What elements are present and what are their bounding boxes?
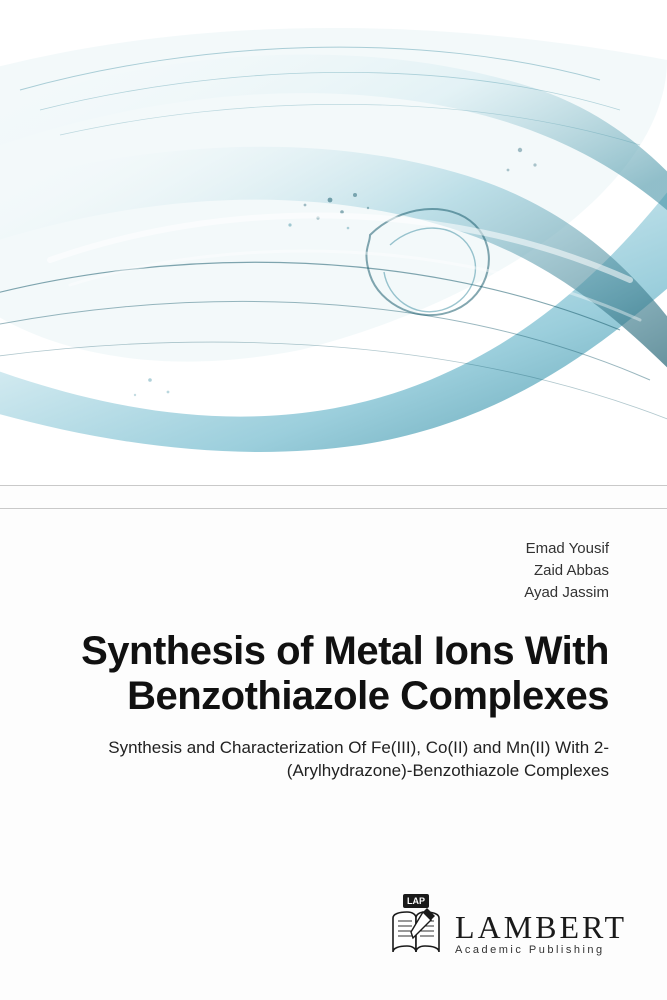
- lap-badge: LAP: [403, 894, 429, 908]
- publisher-tagline: Academic Publishing: [455, 945, 627, 956]
- publisher-logo: LAP: [387, 904, 445, 962]
- author-3: Ayad Jassim: [58, 582, 609, 604]
- author-2: Zaid Abbas: [58, 560, 609, 582]
- publisher-name: LAMBERT: [455, 911, 627, 943]
- divider-bottom: [0, 508, 667, 509]
- cover-art: [0, 0, 667, 480]
- divider-top: [0, 485, 667, 486]
- book-cover: Emad Yousif Zaid Abbas Ayad Jassim Synth…: [0, 0, 667, 1000]
- publisher-block: LAP LAMBERT Academic Publishing: [387, 904, 627, 962]
- text-block: Emad Yousif Zaid Abbas Ayad Jassim Synth…: [58, 538, 609, 783]
- publisher-text: LAMBERT Academic Publishing: [455, 911, 627, 956]
- swirl-graphic: [0, 0, 667, 485]
- author-1: Emad Yousif: [58, 538, 609, 560]
- book-subtitle: Synthesis and Characterization Of Fe(III…: [58, 737, 609, 783]
- book-icon: [387, 904, 445, 962]
- book-title: Synthesis of Metal Ions With Benzothiazo…: [58, 629, 609, 719]
- authors: Emad Yousif Zaid Abbas Ayad Jassim: [58, 538, 609, 603]
